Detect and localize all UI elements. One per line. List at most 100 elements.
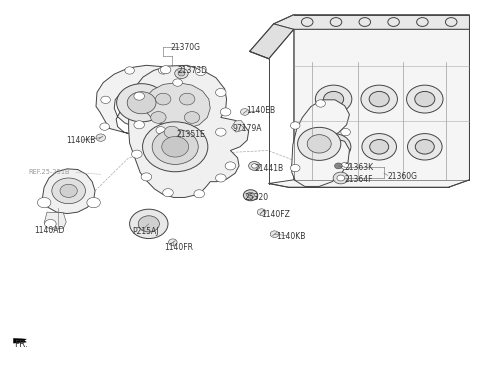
Circle shape	[130, 209, 168, 239]
Text: 1140KB: 1140KB	[66, 136, 96, 145]
Circle shape	[141, 173, 152, 181]
Circle shape	[178, 71, 185, 76]
Circle shape	[388, 18, 399, 26]
Circle shape	[156, 127, 166, 134]
Circle shape	[151, 112, 166, 123]
Circle shape	[270, 231, 279, 237]
Circle shape	[316, 100, 325, 107]
Circle shape	[330, 18, 342, 26]
Circle shape	[216, 174, 226, 182]
Circle shape	[341, 128, 350, 136]
Circle shape	[290, 122, 300, 129]
Polygon shape	[129, 65, 249, 197]
Text: FR.: FR.	[14, 341, 28, 349]
Circle shape	[298, 127, 341, 160]
Circle shape	[175, 68, 188, 79]
Text: P215AJ: P215AJ	[132, 227, 158, 236]
Circle shape	[52, 178, 85, 204]
Circle shape	[407, 85, 443, 113]
Circle shape	[415, 91, 435, 107]
Polygon shape	[231, 120, 245, 132]
Circle shape	[180, 93, 195, 105]
Circle shape	[307, 135, 331, 153]
Text: 21370G: 21370G	[170, 43, 200, 52]
Circle shape	[138, 216, 159, 232]
Circle shape	[324, 139, 343, 154]
Circle shape	[216, 128, 226, 136]
Circle shape	[195, 68, 206, 76]
Text: 21373D: 21373D	[178, 66, 207, 75]
Circle shape	[315, 85, 352, 113]
Circle shape	[415, 139, 434, 154]
Circle shape	[158, 67, 168, 74]
Circle shape	[37, 197, 51, 208]
Circle shape	[173, 79, 182, 86]
Text: 1140FZ: 1140FZ	[261, 210, 290, 219]
Circle shape	[164, 126, 180, 138]
Circle shape	[370, 139, 389, 154]
Text: REF.25-251B: REF.25-251B	[29, 170, 70, 175]
Circle shape	[252, 164, 257, 168]
Text: 21441B: 21441B	[254, 164, 284, 172]
Text: 21363K: 21363K	[345, 163, 374, 172]
Circle shape	[369, 91, 389, 107]
Text: 97179A: 97179A	[233, 124, 262, 133]
Circle shape	[184, 112, 200, 123]
Polygon shape	[142, 83, 210, 128]
Circle shape	[127, 92, 156, 114]
Circle shape	[132, 150, 142, 158]
Circle shape	[249, 161, 260, 170]
Text: 21351E: 21351E	[177, 130, 205, 139]
Circle shape	[160, 66, 171, 74]
Circle shape	[445, 18, 457, 26]
Text: 1140FR: 1140FR	[164, 243, 193, 252]
Circle shape	[168, 239, 177, 246]
Circle shape	[87, 197, 100, 208]
Circle shape	[316, 134, 351, 160]
Polygon shape	[250, 24, 294, 59]
Circle shape	[60, 184, 77, 197]
Circle shape	[361, 85, 397, 113]
Circle shape	[125, 67, 134, 74]
Circle shape	[134, 121, 144, 129]
Circle shape	[337, 175, 345, 181]
Text: 21360G: 21360G	[388, 172, 418, 181]
Polygon shape	[291, 100, 349, 186]
Circle shape	[143, 122, 208, 172]
Circle shape	[216, 88, 226, 97]
Polygon shape	[42, 169, 95, 214]
Polygon shape	[13, 338, 26, 343]
Circle shape	[362, 134, 396, 160]
Circle shape	[257, 209, 266, 215]
Circle shape	[335, 163, 342, 169]
Circle shape	[156, 93, 171, 105]
Circle shape	[333, 172, 348, 184]
Circle shape	[220, 108, 231, 116]
Circle shape	[324, 91, 344, 107]
Circle shape	[290, 164, 300, 172]
Circle shape	[96, 134, 106, 141]
Circle shape	[117, 84, 167, 122]
Circle shape	[45, 219, 56, 228]
Circle shape	[359, 18, 371, 26]
Circle shape	[243, 190, 258, 201]
Text: 1140EB: 1140EB	[246, 106, 276, 115]
Text: 1140AD: 1140AD	[35, 226, 65, 235]
Text: 25320: 25320	[245, 193, 269, 202]
Polygon shape	[274, 15, 469, 29]
Circle shape	[194, 190, 204, 198]
Text: 1140KB: 1140KB	[276, 232, 305, 241]
Circle shape	[341, 162, 350, 170]
Polygon shape	[269, 29, 469, 187]
Polygon shape	[96, 65, 180, 135]
Circle shape	[134, 92, 144, 100]
Circle shape	[417, 18, 428, 26]
Circle shape	[163, 189, 173, 197]
Circle shape	[101, 96, 110, 103]
Polygon shape	[44, 212, 66, 229]
Circle shape	[247, 192, 254, 198]
Circle shape	[225, 162, 236, 170]
Circle shape	[152, 129, 198, 164]
Circle shape	[408, 134, 442, 160]
Circle shape	[100, 123, 109, 130]
